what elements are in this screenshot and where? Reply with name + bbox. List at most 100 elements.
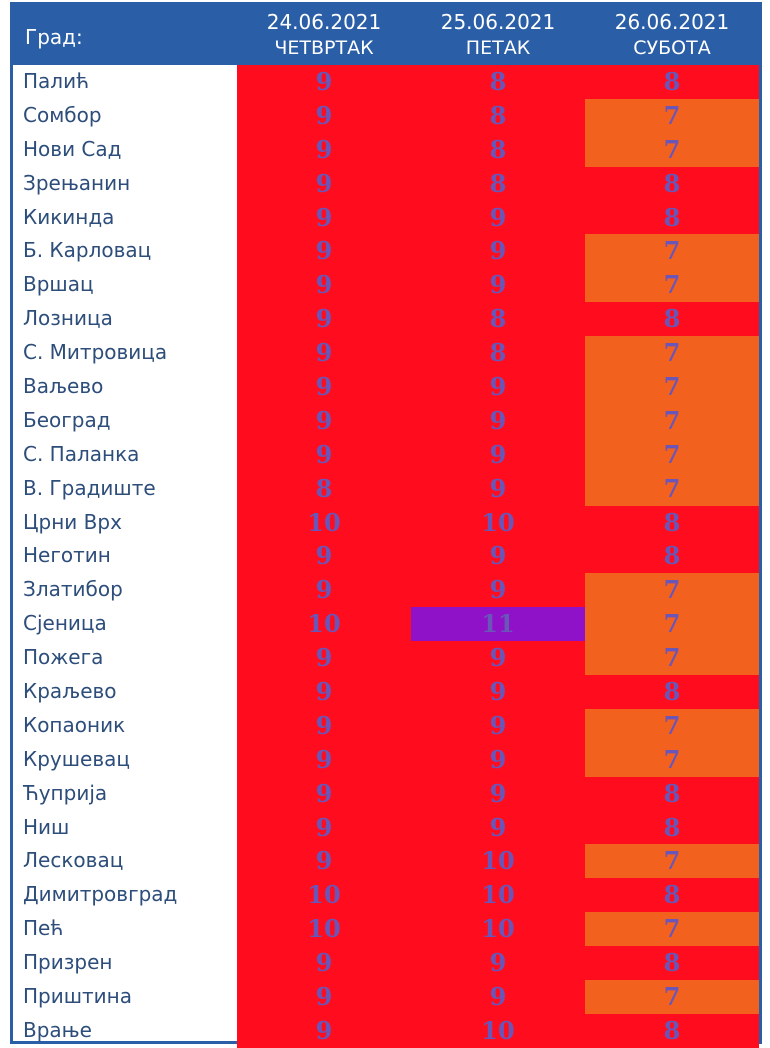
city-name: Црни Врх — [23, 509, 122, 534]
table-row: Крушевац 9 9 7 — [13, 742, 759, 777]
table-row: С. Паланка 9 9 7 — [13, 437, 759, 472]
city-name: Копаоник — [23, 712, 126, 737]
uv-value-cell: 9 — [411, 810, 585, 845]
uv-value-cell: 8 — [411, 336, 585, 371]
uv-value-cell: 8 — [585, 1013, 759, 1048]
uv-value-cell: 10 — [411, 878, 585, 913]
uv-value-cell: 7 — [585, 912, 759, 947]
day-column-header: 26.06.2021 СУБОТА — [585, 9, 759, 61]
uv-value-cell: 10 — [237, 912, 411, 947]
day-weekday: ПЕТАК — [465, 37, 531, 59]
table-row: В. Градиште 8 9 7 — [13, 471, 759, 506]
uv-value-cell: 9 — [237, 200, 411, 235]
city-name: Нови Сад — [23, 136, 122, 161]
day-column-header: 24.06.2021 ЧЕТВРТАК — [237, 9, 411, 61]
city-name: Пожега — [23, 645, 104, 670]
uv-value-cell: 7 — [585, 370, 759, 404]
city-name: В. Градиште — [23, 475, 156, 500]
table-row: Б. Карловац 9 9 7 — [13, 234, 759, 269]
uv-value-cell: 9 — [411, 980, 585, 1014]
uv-value-cell: 9 — [237, 302, 411, 337]
table-row: Приштина 9 9 7 — [13, 980, 759, 1014]
table-row: С. Митровица 9 8 7 — [13, 336, 759, 371]
uv-value-cell: 7 — [585, 607, 759, 642]
uv-value-cell: 8 — [585, 776, 759, 811]
table-row: Зрењанин 9 8 8 — [13, 166, 759, 201]
city-name: Палић — [23, 69, 90, 93]
uv-value-cell: 9 — [411, 200, 585, 235]
uv-value-cell: 9 — [237, 1013, 411, 1048]
uv-value-cell: 9 — [237, 946, 411, 981]
table-row: Неготин 9 9 8 — [13, 539, 759, 574]
table-row: Сјеница 10 11 7 — [13, 607, 759, 642]
uv-value-cell: 10 — [411, 844, 585, 879]
day-date: 24.06.2021 — [266, 10, 382, 34]
table-row: Димитровград 10 10 8 — [13, 878, 759, 913]
uv-value-cell: 8 — [585, 166, 759, 201]
uv-value-cell: 9 — [237, 234, 411, 269]
city-name: Сомбор — [23, 102, 102, 127]
uv-value-cell: 9 — [411, 234, 585, 269]
city-name: Пећ — [23, 916, 64, 941]
uv-value-cell: 7 — [585, 132, 759, 167]
uv-value-cell: 7 — [585, 742, 759, 777]
table-row: Вршац 9 9 7 — [13, 268, 759, 303]
uv-value-cell: 7 — [585, 708, 759, 743]
city-name: Сјеница — [23, 611, 107, 636]
uv-value-cell: 9 — [237, 980, 411, 1014]
city-name: Димитровград — [23, 882, 178, 907]
city-name: С. Митровица — [23, 340, 168, 365]
uv-value-cell: 7 — [585, 980, 759, 1014]
table-row: Лозница 9 8 8 — [13, 302, 759, 337]
uv-value-cell: 9 — [237, 403, 411, 438]
uv-value-cell: 9 — [237, 65, 411, 99]
uv-value-cell: 9 — [237, 268, 411, 303]
uv-value-cell: 9 — [411, 675, 585, 709]
uv-value-cell: 10 — [237, 607, 411, 642]
city-name: Приштина — [23, 984, 133, 1009]
table-row: Пећ 10 10 7 — [13, 912, 759, 947]
table-row: Београд 9 9 7 — [13, 403, 759, 438]
table-row: Црни Врх 10 10 8 — [13, 505, 759, 540]
uv-value-cell: 7 — [585, 573, 759, 608]
uv-value-cell: 7 — [585, 268, 759, 303]
uv-value-cell: 9 — [411, 471, 585, 506]
uv-value-cell: 9 — [411, 708, 585, 743]
uv-value-cell: 7 — [585, 98, 759, 133]
uv-value-cell: 7 — [585, 437, 759, 472]
uv-value-cell: 7 — [585, 234, 759, 269]
table-row: Призрен 9 9 8 — [13, 946, 759, 981]
uv-value-cell: 8 — [411, 65, 585, 99]
uv-value-cell: 9 — [237, 166, 411, 201]
city-name: Београд — [23, 407, 111, 432]
table-row: Нови Сад 9 8 7 — [13, 132, 759, 167]
uv-value-cell: 8 — [585, 65, 759, 99]
table-row: Врање 9 10 8 — [13, 1013, 759, 1048]
day-column-header: 25.06.2021 ПЕТАК — [411, 9, 585, 61]
table-row: Краљево 9 9 8 — [13, 675, 759, 709]
uv-value-cell: 9 — [411, 437, 585, 472]
uv-value-cell: 9 — [411, 370, 585, 404]
city-name: Ваљево — [23, 374, 104, 399]
table-body: Палић 9 8 8 Сомбор 9 8 7 Нови Сад 9 8 7 Зрењанин 9 8 8 К… — [13, 65, 759, 1048]
uv-value-cell: 9 — [237, 132, 411, 167]
uv-value-cell: 9 — [237, 708, 411, 743]
table-row: Копаоник 9 9 7 — [13, 708, 759, 743]
city-name: Кикинда — [23, 204, 115, 229]
uv-value-cell: 9 — [411, 573, 585, 608]
uv-value-cell: 7 — [585, 403, 759, 438]
day-weekday: СУБОТА — [633, 37, 711, 59]
city-name: Златибор — [23, 577, 123, 602]
table-row: Златибор 9 9 7 — [13, 573, 759, 608]
table-row: Палић 9 8 8 — [13, 65, 759, 99]
day-date: 26.06.2021 — [614, 10, 730, 34]
uv-value-cell: 9 — [411, 539, 585, 574]
day-date: 25.06.2021 — [440, 10, 556, 34]
uv-value-cell: 9 — [411, 268, 585, 303]
uv-value-cell: 10 — [411, 505, 585, 540]
city-column-header: Град: — [25, 25, 83, 49]
city-name: Призрен — [23, 950, 113, 975]
city-name: Ћуприја — [23, 780, 108, 805]
city-name: Неготин — [23, 543, 111, 568]
table-row: Лесковац 9 10 7 — [13, 844, 759, 879]
